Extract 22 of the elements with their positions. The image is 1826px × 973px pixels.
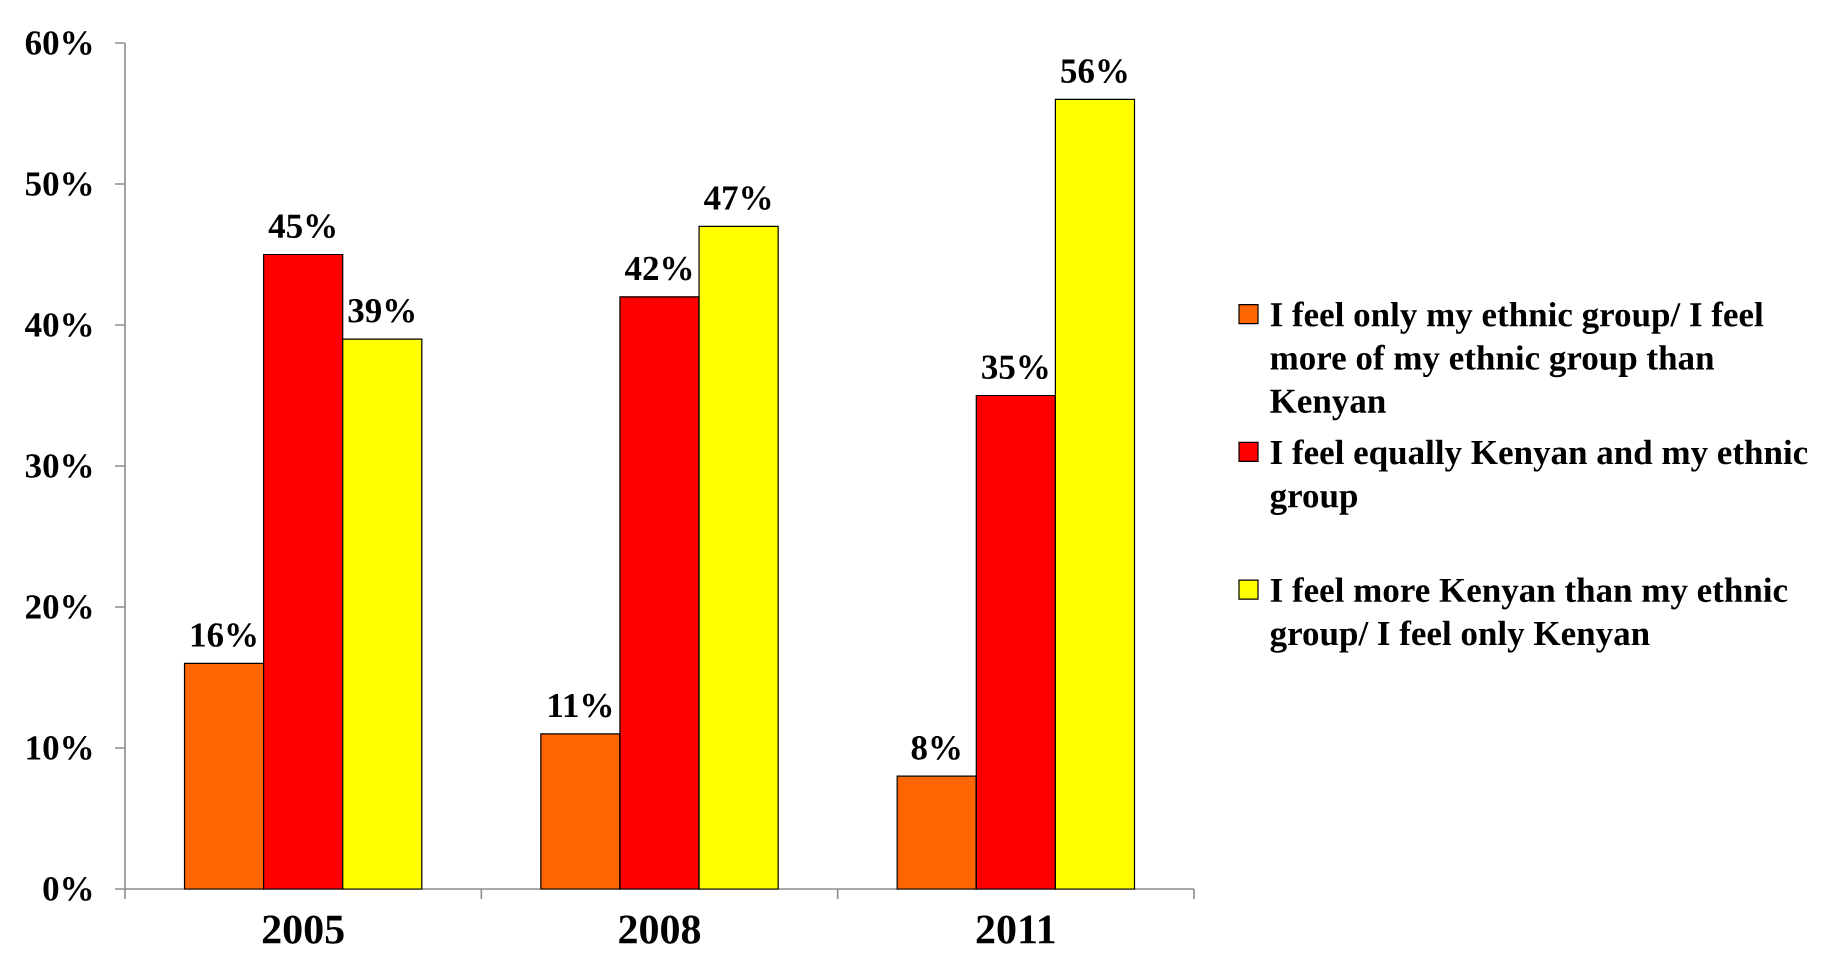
legend-label: I feel more Kenyan than my ethnic group/ I feel only Kenyan: [1270, 577, 1788, 653]
data-label: 45%: [268, 214, 335, 239]
y-tick-label: 0%: [43, 877, 92, 901]
data-label: 39%: [348, 298, 414, 323]
data-label: 35%: [982, 355, 1048, 380]
y-tick-label: 30%: [25, 454, 92, 478]
data-label: 42%: [624, 256, 692, 281]
y-tick-label: 20%: [26, 595, 92, 619]
data-label: 56%: [1061, 59, 1127, 84]
y-tick-label: 40%: [25, 313, 92, 337]
data-label: 47%: [704, 186, 771, 210]
data-label: 8%: [911, 736, 960, 760]
legend-label: I feel only my ethnic group/ I feel more of my ethnic group than Kenyan: [1270, 301, 1764, 421]
x-tick-label: 2011: [976, 915, 1055, 944]
y-tick-label: 50%: [26, 172, 92, 196]
data-label: 16%: [191, 623, 256, 647]
y-tick-label: 60%: [25, 31, 92, 55]
y-tick-label: 10%: [27, 736, 92, 760]
legend-label: I feel equally Kenyan and my ethnic group: [1270, 439, 1808, 515]
x-tick-label: 2008: [619, 915, 701, 944]
data-label: 11%: [549, 693, 612, 718]
x-tick-label: 2005: [262, 915, 344, 944]
